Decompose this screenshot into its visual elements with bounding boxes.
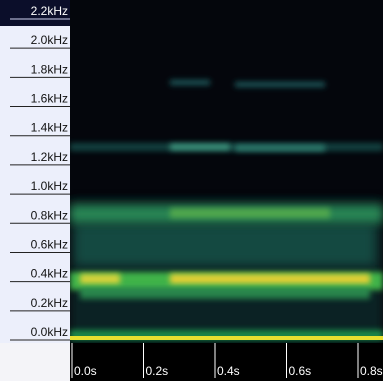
y-tick-label: 0.6kHz bbox=[31, 237, 68, 251]
x-tick-label: 0.2s bbox=[146, 364, 169, 378]
x-tick-label: 0.8s bbox=[360, 364, 383, 378]
y-tick-label: 1.4kHz bbox=[31, 121, 68, 135]
y-tick-label: 0.0kHz bbox=[31, 325, 68, 339]
spectrogram-image bbox=[70, 0, 383, 343]
y-tick-label: 1.8kHz bbox=[31, 62, 68, 76]
x-tick-label: 0.6s bbox=[289, 364, 312, 378]
y-tick-label: 0.2kHz bbox=[31, 296, 68, 310]
time-axis bbox=[70, 343, 383, 381]
y-tick-label: 1.2kHz bbox=[31, 150, 68, 164]
y-tick-label: 0.4kHz bbox=[31, 267, 68, 281]
y-tick-label: 2.2kHz bbox=[31, 4, 68, 18]
label-panel-top bbox=[0, 0, 70, 26]
y-tick-label: 1.6kHz bbox=[31, 92, 68, 106]
x-tick-label: 0.0s bbox=[74, 364, 97, 378]
corner bbox=[0, 343, 70, 381]
x-tick-label: 0.4s bbox=[217, 364, 240, 378]
y-tick-label: 2.0kHz bbox=[31, 33, 68, 47]
y-tick-label: 1.0kHz bbox=[31, 179, 68, 193]
label-panel bbox=[0, 0, 70, 343]
y-tick-label: 0.8kHz bbox=[31, 208, 68, 222]
